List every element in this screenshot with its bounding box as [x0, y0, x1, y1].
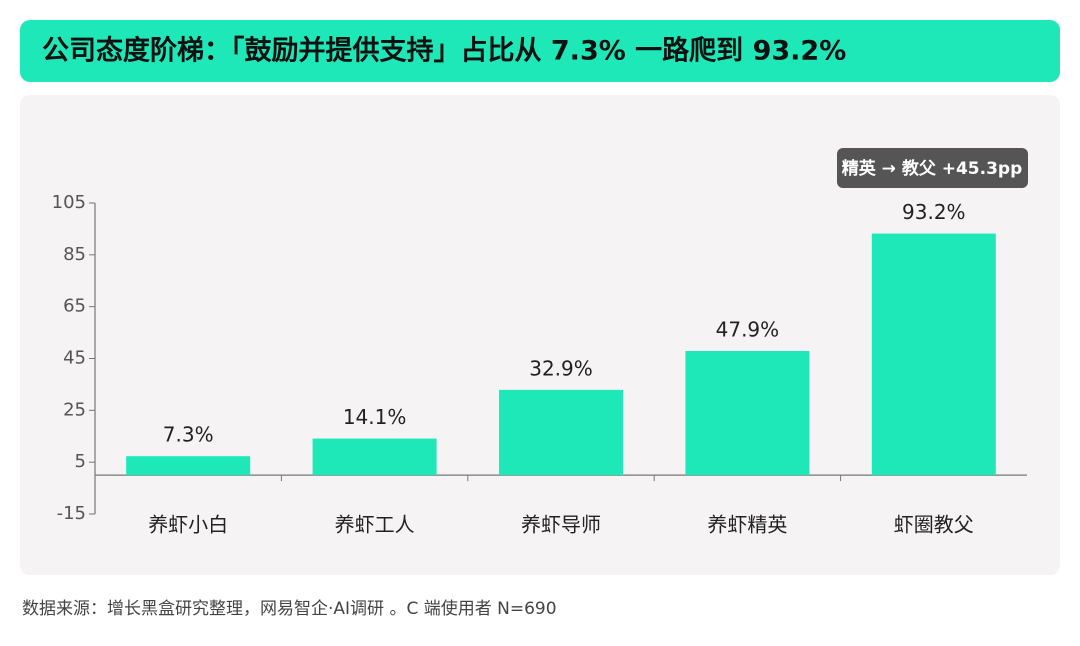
y-tick-label: 65	[63, 296, 86, 317]
annotation: 精英 → 教父 +45.3pp	[842, 158, 1023, 179]
bar	[499, 389, 623, 476]
bar	[871, 233, 996, 476]
chart-title: 公司态度阶梯：「鼓励并提供支持」占比从 7.3% 一路爬到 93.2%	[42, 35, 846, 67]
value-label: 93.2%	[902, 200, 966, 224]
value-label: 14.1%	[343, 405, 407, 429]
value-label: 7.3%	[163, 423, 214, 447]
bar	[685, 350, 810, 476]
y-tick-label: 5	[75, 451, 86, 472]
value-label: 32.9%	[529, 356, 593, 380]
x-tick-label: 养虾导师	[521, 513, 601, 537]
bar	[126, 456, 251, 476]
bar	[312, 438, 437, 476]
y-tick-label: -15	[57, 503, 86, 524]
y-tick-label: 85	[63, 244, 86, 265]
x-tick-label: 养虾小白	[148, 513, 228, 537]
source-note: 数据来源：增长黑盒研究整理，网易智企·AI调研 。C 端使用者 N=690	[22, 598, 557, 619]
y-tick-label: 25	[63, 399, 86, 420]
value-label: 47.9%	[716, 317, 780, 341]
y-tick-label: 45	[63, 348, 86, 369]
x-tick-label: 养虾精英	[707, 513, 787, 537]
y-tick-label: 105	[52, 192, 86, 213]
x-tick-label: 虾圈教父	[894, 513, 974, 537]
x-tick-label: 养虾工人	[335, 513, 415, 537]
annotation-box	[837, 148, 1028, 188]
title-banner	[20, 20, 1060, 82]
